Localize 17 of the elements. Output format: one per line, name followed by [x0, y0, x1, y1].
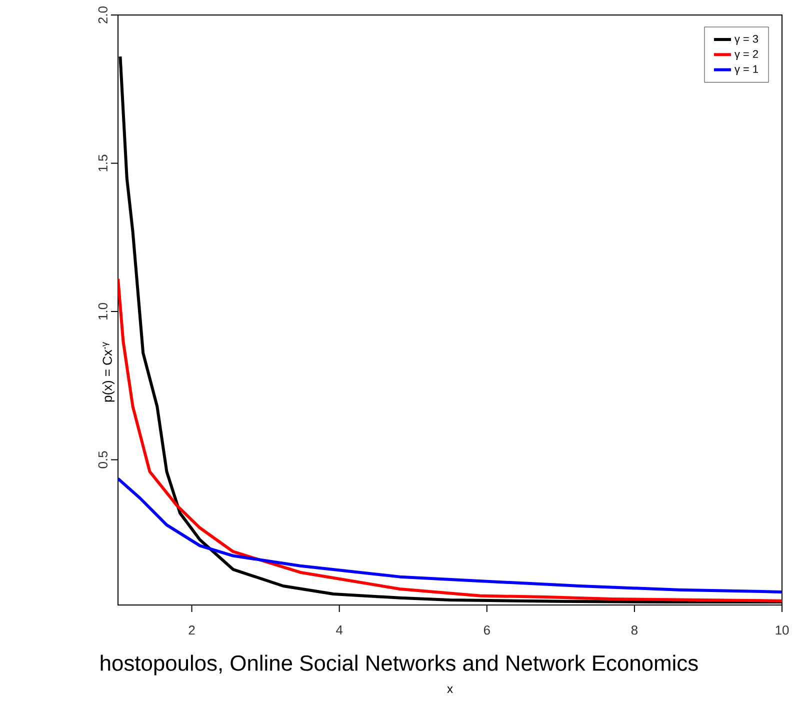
x-axis-title: x	[447, 686, 453, 693]
legend-label: γ = 3	[734, 34, 758, 45]
x-tick-label: 6	[484, 626, 490, 635]
line-series	[118, 277, 782, 602]
line-series	[118, 477, 782, 594]
y-tick-label: 2.0	[98, 6, 108, 24]
y-tick-label: 0.5	[98, 451, 108, 468]
x-tick-label: 4	[336, 626, 343, 634]
legend-label: γ = 1	[734, 65, 758, 76]
text: hostopoulos, Online Social Networks and Network Economics	[100, 654, 698, 676]
x-tick-label: 2	[188, 626, 195, 635]
y-tick-label: 1.5	[98, 154, 108, 172]
y-axis-title: p(x) = Cx$^{-γ}$	[102, 342, 114, 402]
y-tick-label: 1.0	[98, 302, 108, 320]
x-tick-label: 8	[631, 626, 638, 635]
legend-label: γ = 2	[734, 50, 758, 60]
x-tick-label: 10	[776, 626, 789, 635]
